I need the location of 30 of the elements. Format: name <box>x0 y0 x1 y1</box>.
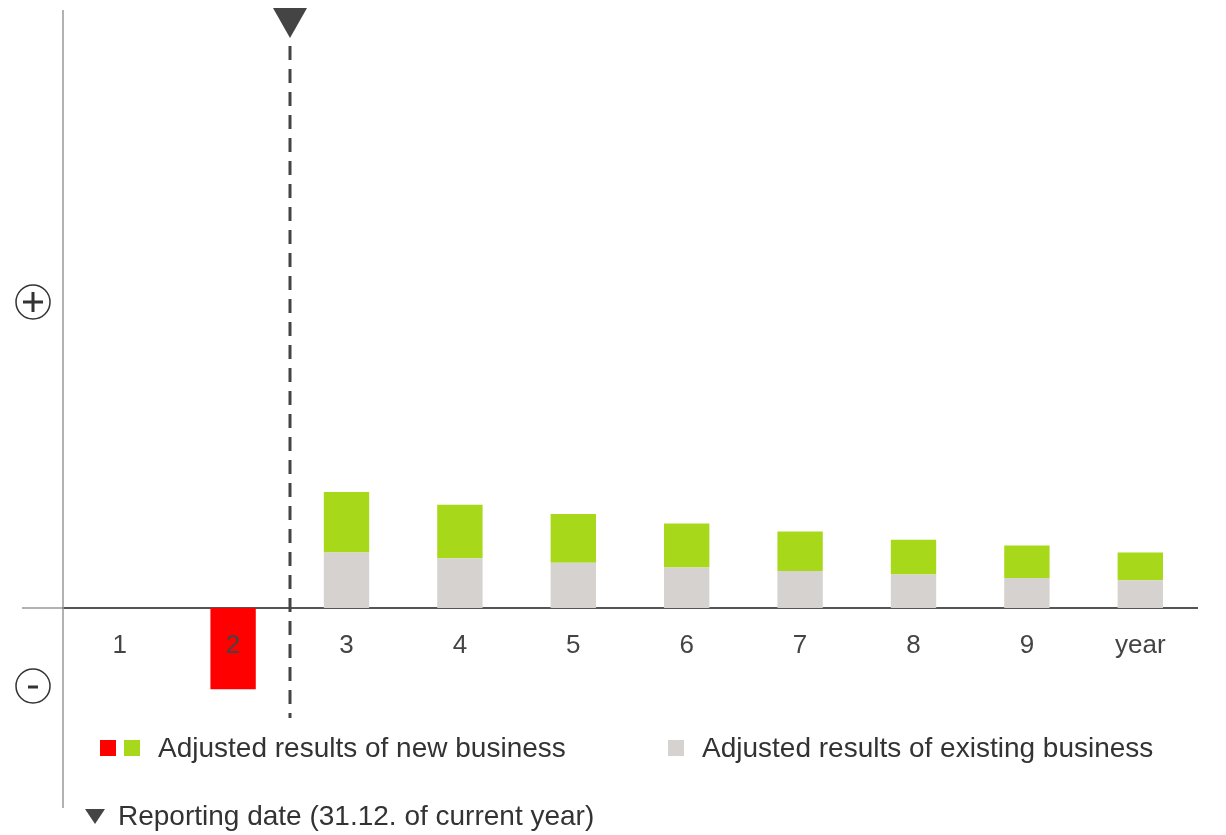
bar <box>323 492 370 553</box>
bar <box>1004 577 1050 609</box>
bar <box>777 531 823 571</box>
bar <box>890 574 937 609</box>
bar <box>1117 552 1163 581</box>
x-tick-label: 9 <box>1019 628 1035 659</box>
bar <box>550 514 596 563</box>
bar <box>664 523 710 568</box>
legend-label: Adjusted results of new business <box>158 732 566 764</box>
x-tick-label: 2 <box>225 628 241 659</box>
bar <box>437 558 483 609</box>
x-tick-label: 6 <box>679 628 694 659</box>
x-tick-label: 1 <box>112 628 127 659</box>
bar <box>550 562 596 609</box>
bar <box>664 567 710 609</box>
bar <box>1004 545 1050 578</box>
legend-label: Adjusted results of existing business <box>702 732 1154 764</box>
x-tick-label: 5 <box>566 628 581 659</box>
x-tick-label: year <box>1115 628 1166 659</box>
bar <box>890 539 937 575</box>
text: Reporting date (31.12. of current year) <box>118 800 595 832</box>
bar <box>437 504 483 559</box>
bar <box>210 608 256 690</box>
bar <box>323 552 370 609</box>
bar <box>777 570 823 609</box>
x-tick-label: 8 <box>906 628 921 659</box>
x-tick-label: 7 <box>792 628 808 659</box>
x-tick-label: 3 <box>339 628 354 659</box>
bar <box>1117 580 1163 609</box>
x-tick-label: 4 <box>452 628 468 659</box>
